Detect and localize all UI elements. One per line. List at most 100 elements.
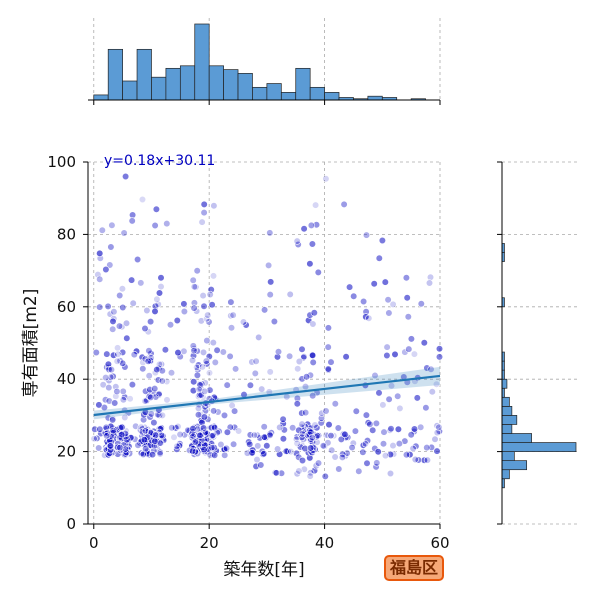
data-point xyxy=(423,444,431,452)
data-point xyxy=(147,318,155,326)
data-point xyxy=(331,400,339,408)
data-point xyxy=(119,396,127,404)
data-point xyxy=(426,273,435,281)
data-point xyxy=(195,385,203,393)
data-point xyxy=(351,427,360,435)
data-point xyxy=(407,431,415,439)
y-hist-bar xyxy=(501,415,518,425)
data-point xyxy=(168,424,176,432)
data-point xyxy=(126,395,134,403)
data-point xyxy=(209,339,217,347)
data-point xyxy=(309,358,317,367)
data-point xyxy=(403,294,411,302)
data-point xyxy=(370,280,378,288)
data-point xyxy=(128,381,136,389)
data-point xyxy=(260,433,269,441)
data-point xyxy=(362,231,371,239)
y-axis-label: 専有面積[m2] xyxy=(21,289,41,398)
data-point xyxy=(404,313,412,321)
data-point xyxy=(200,424,208,432)
district-badge: 福島区 xyxy=(384,555,444,581)
data-point xyxy=(431,435,439,443)
data-point xyxy=(309,392,317,400)
data-point xyxy=(346,283,354,291)
data-point xyxy=(151,221,159,230)
data-point xyxy=(385,309,393,317)
y-tick-label: 80 xyxy=(57,225,76,243)
data-point xyxy=(226,352,234,361)
data-point xyxy=(349,439,357,447)
data-point xyxy=(106,442,115,450)
data-point xyxy=(128,217,136,225)
data-point xyxy=(200,200,208,208)
data-point xyxy=(251,369,259,378)
data-point xyxy=(180,300,188,308)
data-point xyxy=(201,428,209,436)
data-point xyxy=(157,283,165,291)
data-point xyxy=(373,459,381,467)
x-hist-bar xyxy=(309,86,325,101)
data-point xyxy=(253,431,261,439)
x-hist-bar xyxy=(208,65,224,101)
data-point xyxy=(348,443,356,452)
data-point xyxy=(309,351,317,360)
data-point xyxy=(200,302,208,310)
y-hist-bar xyxy=(501,378,508,389)
data-point xyxy=(211,451,219,459)
data-point xyxy=(118,423,126,431)
data-point xyxy=(324,324,333,332)
data-point xyxy=(307,444,315,452)
data-point xyxy=(203,337,211,345)
data-point xyxy=(227,298,235,306)
data-point xyxy=(258,385,266,393)
data-point xyxy=(312,221,321,229)
data-point xyxy=(129,299,137,307)
data-point xyxy=(147,410,155,418)
data-point xyxy=(381,452,390,460)
data-point xyxy=(196,431,204,440)
data-point xyxy=(274,445,282,453)
data-point xyxy=(220,445,228,454)
data-point xyxy=(293,439,301,448)
data-point xyxy=(92,348,100,357)
data-point xyxy=(145,372,153,380)
data-point xyxy=(300,353,308,361)
data-point xyxy=(327,358,335,366)
y-hist-bar xyxy=(501,451,515,462)
data-point xyxy=(151,437,159,445)
data-point xyxy=(208,432,216,440)
data-point xyxy=(174,422,182,431)
data-point xyxy=(108,416,117,424)
data-point xyxy=(141,324,149,333)
data-point xyxy=(211,424,219,432)
data-point xyxy=(355,467,363,475)
data-point xyxy=(322,407,330,415)
x-hist-bar xyxy=(324,92,340,101)
y-tick-label: 20 xyxy=(57,443,76,461)
data-point xyxy=(337,435,345,444)
data-point xyxy=(374,448,382,456)
data-point xyxy=(96,303,104,311)
x-hist-bar xyxy=(367,95,383,101)
data-point xyxy=(366,420,374,428)
data-point xyxy=(423,456,432,464)
data-point xyxy=(132,422,140,430)
data-point xyxy=(189,425,197,433)
data-point xyxy=(363,459,371,467)
data-point xyxy=(266,229,274,237)
data-point xyxy=(102,265,110,274)
data-point xyxy=(147,393,155,402)
y-hist-bar xyxy=(501,424,513,434)
data-point xyxy=(318,409,326,417)
data-point xyxy=(153,295,161,303)
data-point xyxy=(385,395,393,403)
data-point xyxy=(389,300,397,309)
data-point xyxy=(134,441,142,449)
data-point xyxy=(115,322,124,330)
data-point xyxy=(134,255,142,264)
data-point xyxy=(98,226,106,234)
data-point xyxy=(365,314,373,322)
data-point xyxy=(196,381,204,389)
data-point xyxy=(121,363,129,371)
data-point xyxy=(223,428,231,436)
